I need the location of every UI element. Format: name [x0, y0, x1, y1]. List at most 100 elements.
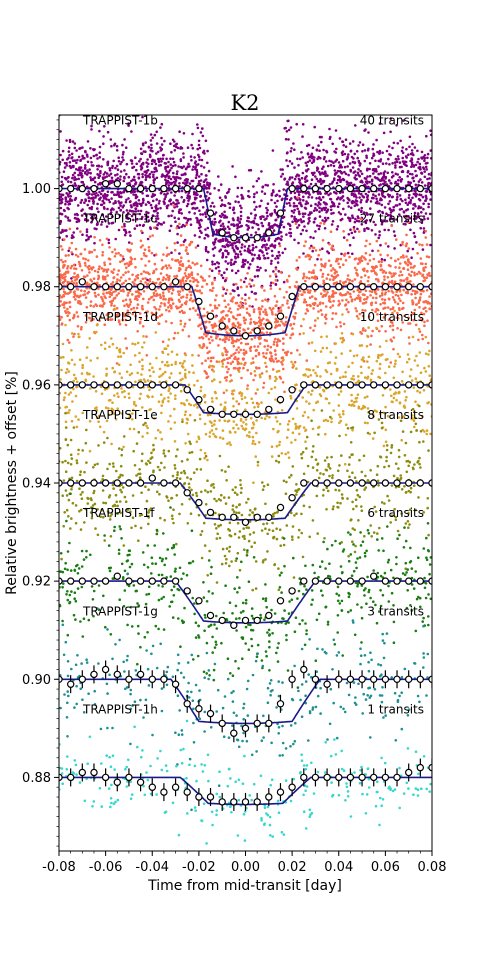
raw-point: [159, 272, 163, 275]
raw-point: [263, 232, 266, 236]
raw-point: [152, 173, 155, 177]
raw-point: [172, 171, 175, 175]
raw-point: [262, 327, 265, 331]
raw-point: [168, 376, 171, 379]
raw-point: [185, 293, 189, 297]
raw-point: [300, 204, 303, 208]
raw-point: [173, 248, 177, 252]
raw-point: [362, 327, 365, 330]
raw-point: [382, 171, 386, 175]
raw-point: [339, 325, 343, 328]
raw-point: [60, 180, 63, 184]
raw-point: [188, 318, 191, 322]
raw-point: [331, 317, 334, 321]
raw-point: [354, 307, 358, 310]
raw-point: [281, 363, 284, 366]
raw-point: [423, 159, 426, 162]
raw-point: [383, 206, 387, 209]
raw-point: [197, 143, 201, 147]
raw-point: [170, 304, 173, 308]
raw-point: [227, 244, 231, 247]
raw-point: [380, 177, 384, 180]
raw-point: [117, 156, 120, 159]
raw-point: [180, 189, 184, 193]
raw-point: [204, 249, 208, 253]
raw-point: [200, 336, 204, 339]
raw-point: [328, 137, 332, 141]
raw-point: [413, 193, 417, 196]
raw-point: [306, 202, 310, 205]
raw-point: [273, 201, 277, 205]
raw-point: [353, 230, 357, 233]
raw-point: [129, 234, 132, 237]
raw-point: [196, 379, 199, 383]
raw-point: [113, 296, 117, 300]
raw-point: [319, 309, 323, 312]
raw-point: [68, 161, 72, 164]
raw-point: [152, 181, 156, 184]
raw-point: [70, 349, 73, 352]
raw-point: [255, 366, 258, 370]
raw-point: [321, 295, 325, 298]
raw-point: [377, 165, 380, 168]
raw-point: [175, 198, 178, 202]
raw-point: [345, 423, 348, 427]
raw-point: [84, 296, 88, 299]
raw-point: [341, 159, 345, 163]
raw-point: [421, 337, 425, 341]
raw-point: [313, 324, 317, 328]
raw-point: [407, 247, 411, 250]
raw-point: [368, 242, 372, 246]
raw-point: [208, 431, 212, 434]
raw-point: [387, 202, 390, 206]
raw-point: [249, 372, 253, 375]
raw-point: [287, 222, 290, 226]
raw-point: [122, 211, 125, 214]
raw-point: [263, 345, 267, 348]
raw-point: [364, 192, 368, 196]
raw-point: [206, 234, 210, 238]
raw-point: [232, 344, 236, 348]
raw-point: [173, 407, 176, 411]
raw-point: [231, 289, 235, 292]
raw-point: [402, 162, 406, 166]
raw-point: [317, 144, 320, 147]
raw-point: [387, 289, 390, 293]
raw-point: [96, 270, 100, 274]
raw-point: [231, 165, 234, 168]
raw-point: [110, 197, 113, 200]
raw-point: [150, 251, 154, 255]
raw-point: [96, 222, 99, 225]
raw-point: [98, 198, 101, 201]
raw-point: [155, 142, 159, 145]
raw-point: [92, 154, 96, 158]
raw-point: [303, 244, 306, 248]
raw-point: [89, 172, 92, 175]
raw-point: [357, 216, 360, 220]
raw-point: [113, 304, 116, 308]
raw-point: [64, 275, 67, 278]
raw-point: [326, 273, 330, 277]
raw-point: [232, 404, 235, 408]
raw-point: [309, 204, 313, 207]
raw-point: [328, 278, 332, 281]
raw-point: [90, 280, 94, 283]
raw-point: [423, 154, 427, 157]
raw-point: [392, 272, 395, 275]
raw-point: [105, 225, 109, 228]
raw-point: [90, 266, 93, 270]
raw-point: [139, 317, 143, 321]
raw-point: [306, 222, 310, 225]
raw-point: [380, 203, 384, 207]
raw-point: [120, 282, 124, 286]
raw-point: [167, 252, 171, 256]
raw-point: [365, 239, 368, 243]
raw-point: [368, 259, 372, 262]
raw-point: [225, 357, 229, 361]
raw-point: [221, 252, 225, 255]
raw-point: [124, 279, 127, 283]
raw-point: [228, 206, 232, 210]
raw-point: [135, 162, 138, 166]
raw-point: [317, 310, 320, 313]
raw-point: [285, 233, 288, 236]
